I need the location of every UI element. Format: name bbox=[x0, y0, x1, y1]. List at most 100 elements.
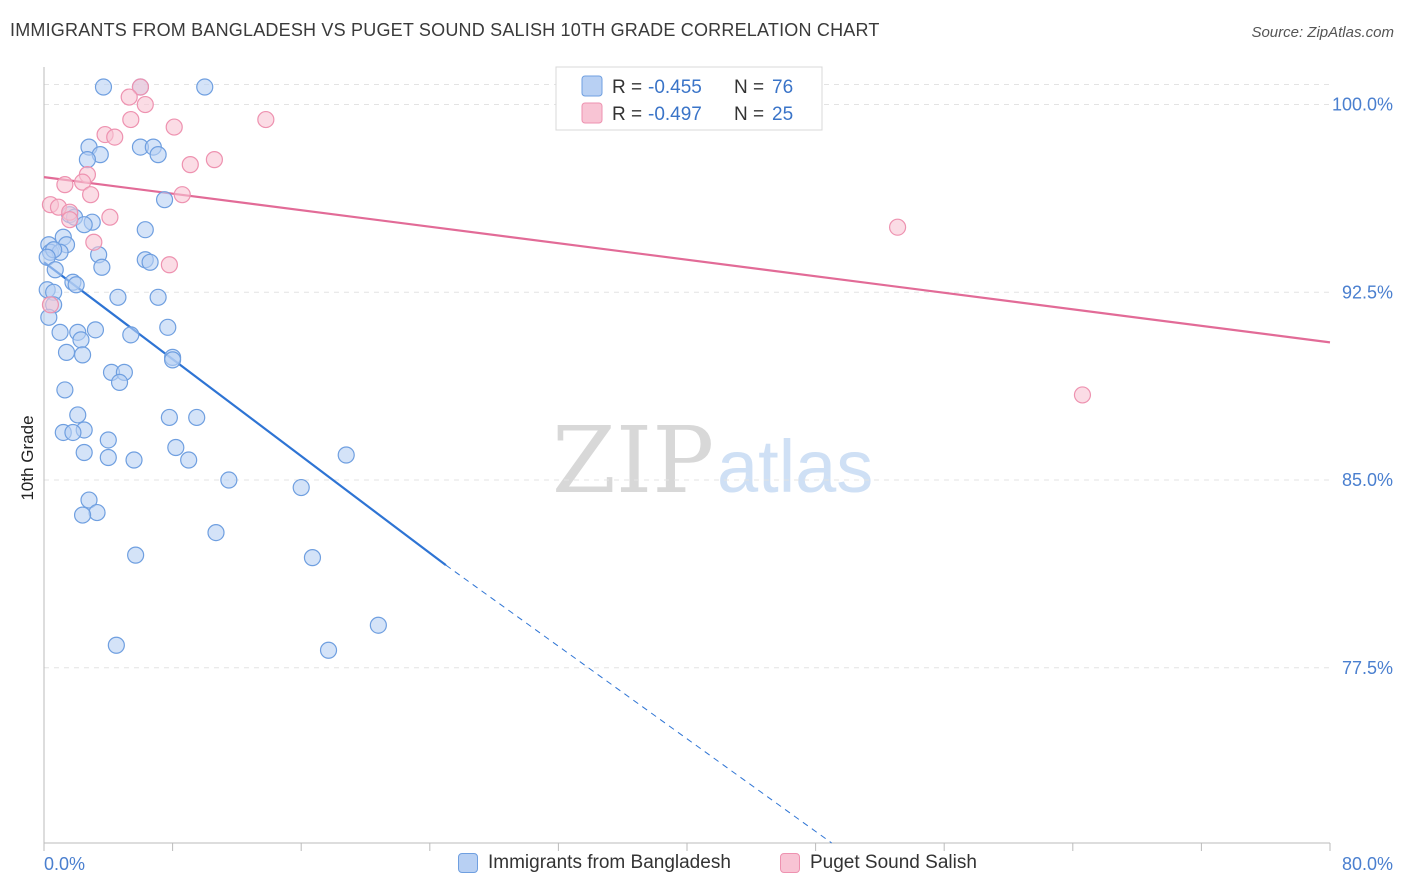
data-point-bangladesh bbox=[155, 191, 174, 209]
data-point-bangladesh bbox=[207, 523, 225, 542]
data-point-bangladesh bbox=[188, 408, 206, 427]
chart-title: IMMIGRANTS FROM BANGLADESH VS PUGET SOUN… bbox=[10, 20, 880, 40]
bottom-legend-item-bangladesh: Immigrants from Bangladesh bbox=[458, 852, 731, 874]
data-point-bangladesh bbox=[319, 641, 338, 659]
data-point-salish bbox=[173, 186, 191, 204]
data-point-salish bbox=[165, 118, 183, 136]
data-point-salish bbox=[181, 156, 199, 174]
data-point-bangladesh bbox=[180, 451, 198, 469]
data-point-bangladesh bbox=[109, 288, 127, 306]
data-point-bangladesh bbox=[38, 248, 56, 266]
data-point-bangladesh bbox=[56, 381, 74, 399]
data-point-bangladesh bbox=[93, 258, 111, 276]
x-tick-label: 80.0% bbox=[1342, 854, 1393, 874]
legend-swatch-blue bbox=[581, 75, 603, 97]
legend-r-value-pink: -0.497 bbox=[648, 104, 702, 125]
data-point-bangladesh bbox=[160, 408, 178, 427]
data-point-bangladesh bbox=[337, 446, 355, 464]
data-point-bangladesh bbox=[149, 146, 167, 164]
bottom-legend-label-salish: Puget Sound Salish bbox=[810, 852, 977, 873]
x-tick-label: 0.0% bbox=[44, 854, 85, 874]
trend-line-bangladesh-extension bbox=[445, 564, 832, 844]
legend-r-label-blue: R = bbox=[612, 77, 642, 98]
data-point-bangladesh bbox=[369, 616, 387, 634]
legend-swatch-pink bbox=[581, 102, 603, 124]
data-point-salish bbox=[257, 110, 275, 129]
data-point-salish bbox=[41, 296, 60, 314]
data-point-salish bbox=[85, 233, 103, 251]
data-point-salish bbox=[106, 128, 124, 146]
data-point-bangladesh bbox=[167, 438, 185, 457]
data-point-bangladesh bbox=[99, 448, 117, 467]
data-point-bangladesh bbox=[220, 471, 238, 489]
data-point-bangladesh bbox=[73, 506, 92, 524]
y-tick-label: 92.5% bbox=[1342, 282, 1393, 302]
y-axis-label: 10th Grade bbox=[18, 415, 37, 500]
legend-n-value-blue: 76 bbox=[772, 77, 793, 98]
data-point-bangladesh bbox=[149, 288, 167, 306]
data-point-salish bbox=[122, 110, 140, 129]
grid-lines bbox=[44, 84, 1330, 669]
data-point-bangladesh bbox=[69, 406, 87, 424]
watermark-zip: ZIP bbox=[552, 407, 714, 514]
data-points bbox=[38, 78, 1092, 659]
trend-line-salish bbox=[43, 176, 1331, 344]
data-point-salish bbox=[120, 88, 138, 106]
y-tick-labels: 100.0% 92.5% 85.0% 77.5% bbox=[1332, 95, 1393, 678]
data-point-bangladesh bbox=[64, 423, 82, 442]
data-point-salish bbox=[61, 211, 79, 229]
data-point-bangladesh bbox=[80, 491, 98, 509]
data-point-bangladesh bbox=[107, 636, 125, 654]
data-point-salish bbox=[205, 151, 223, 169]
data-point-salish bbox=[56, 176, 74, 194]
data-point-salish bbox=[82, 186, 100, 204]
bottom-legend: Immigrants from Bangladesh Puget Sound S… bbox=[0, 852, 1406, 878]
bottom-legend-label-bangladesh: Immigrants from Bangladesh bbox=[488, 852, 731, 873]
data-point-bangladesh bbox=[73, 346, 92, 364]
legend-n-label-pink: N = bbox=[734, 104, 764, 125]
data-point-bangladesh bbox=[86, 321, 105, 339]
data-point-bangladesh bbox=[46, 261, 64, 279]
bottom-legend-swatch-pink bbox=[780, 853, 800, 873]
bottom-legend-swatch-blue bbox=[458, 853, 478, 873]
data-point-salish bbox=[136, 95, 154, 114]
data-point-salish bbox=[131, 78, 150, 96]
data-point-salish bbox=[1073, 386, 1092, 404]
data-point-bangladesh bbox=[303, 549, 322, 567]
trend-line-bangladesh bbox=[43, 261, 447, 567]
data-point-bangladesh bbox=[78, 151, 97, 169]
data-point-salish bbox=[73, 173, 92, 191]
data-point-bangladesh bbox=[125, 451, 143, 469]
data-point-salish bbox=[888, 218, 907, 236]
legend-n-value-pink: 25 bbox=[772, 104, 793, 125]
legend-n-label-blue: N = bbox=[734, 77, 764, 98]
data-point-bangladesh bbox=[94, 78, 113, 96]
data-point-bangladesh bbox=[51, 323, 69, 341]
data-point-bangladesh bbox=[99, 431, 117, 449]
legend-r-value-blue: -0.455 bbox=[648, 77, 702, 98]
stats-legend: R = -0.455 N = 76 R = -0.497 N = 25 bbox=[555, 66, 823, 131]
data-point-bangladesh bbox=[72, 331, 90, 349]
data-point-bangladesh bbox=[88, 503, 106, 522]
data-point-bangladesh bbox=[122, 326, 140, 344]
data-point-bangladesh bbox=[57, 343, 76, 361]
y-tick-label: 100.0% bbox=[1332, 95, 1393, 115]
watermark: ZIP atlas bbox=[552, 407, 873, 514]
y-tick-label: 77.5% bbox=[1342, 658, 1393, 678]
trend-lines bbox=[43, 176, 1331, 844]
watermark-atlas: atlas bbox=[717, 425, 873, 508]
axes bbox=[43, 67, 1331, 851]
data-point-salish bbox=[101, 208, 119, 226]
x-tick-labels: 0.0% 80.0% bbox=[44, 854, 1393, 874]
data-point-bangladesh bbox=[164, 351, 182, 369]
data-point-bangladesh bbox=[75, 443, 93, 462]
data-point-bangladesh bbox=[75, 216, 93, 234]
data-point-bangladesh bbox=[67, 276, 85, 294]
data-point-bangladesh bbox=[127, 546, 145, 564]
bottom-legend-item-salish: Puget Sound Salish bbox=[780, 852, 977, 874]
data-point-bangladesh bbox=[141, 253, 159, 271]
data-point-bangladesh bbox=[136, 221, 154, 239]
data-point-bangladesh bbox=[292, 478, 310, 497]
y-tick-label: 85.0% bbox=[1342, 470, 1393, 490]
